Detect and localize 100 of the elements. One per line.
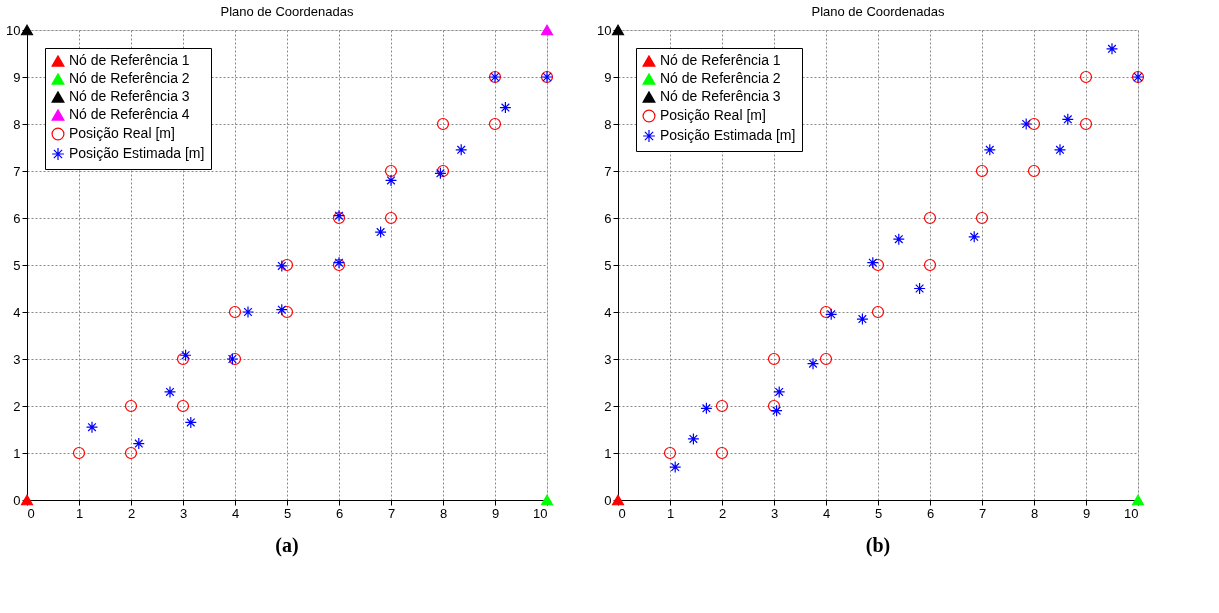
- y-tick-label: 8: [604, 116, 612, 132]
- chart-title: Plano de Coordenadas: [220, 3, 354, 19]
- point: [871, 305, 885, 319]
- legend-label: Nó de Referência 3: [69, 88, 190, 104]
- point: [968, 230, 981, 243]
- y-tick-label: 2: [13, 398, 21, 414]
- point: [770, 404, 783, 417]
- point: [455, 143, 468, 156]
- y-tick-label: 6: [604, 210, 612, 226]
- y-tick-label: 0: [604, 492, 612, 508]
- legend-label: Posição Real [m]: [69, 125, 175, 141]
- point: [611, 494, 625, 506]
- x-tick-label: 3: [770, 505, 779, 521]
- point: [488, 117, 502, 131]
- point: [184, 416, 197, 429]
- x-tick-label: 7: [387, 505, 396, 521]
- point: [892, 233, 905, 246]
- x-tick-label: 6: [926, 505, 935, 521]
- x-tick-label: 2: [127, 505, 136, 521]
- point: [176, 399, 190, 413]
- y-tick-label: 9: [13, 69, 21, 85]
- point: [85, 421, 99, 434]
- x-tick-label: 1: [75, 505, 84, 521]
- point: [687, 432, 700, 445]
- x-tick-label: 7: [978, 505, 987, 521]
- x-tick-label: 4: [822, 505, 831, 521]
- legend-label: Nó de Referência 1: [69, 52, 190, 68]
- point: [700, 402, 713, 415]
- text: (a): [275, 534, 299, 557]
- point: [384, 174, 398, 187]
- x-tick-label: 10: [533, 505, 548, 521]
- x-tick-label: 8: [439, 505, 448, 521]
- point: [825, 308, 838, 321]
- x-tick-label: 8: [1030, 505, 1039, 521]
- point: [384, 164, 398, 178]
- point: [975, 211, 989, 225]
- x-tick-label: 10: [1124, 505, 1139, 521]
- point: [124, 446, 138, 460]
- point: [20, 494, 34, 506]
- point: [1020, 117, 1033, 131]
- point: [179, 349, 192, 362]
- y-tick-label: 1: [13, 445, 21, 461]
- point: [1061, 113, 1074, 126]
- point: [975, 164, 989, 178]
- point: [384, 211, 398, 225]
- point: [1027, 164, 1041, 178]
- point: [499, 101, 512, 114]
- legend-label: Posição Estimada [m]: [660, 127, 796, 143]
- y-tick-label: 5: [13, 257, 21, 273]
- point: [228, 305, 242, 319]
- y-tick-label: 8: [13, 116, 21, 132]
- y-tick-label: 10: [597, 22, 612, 38]
- point: [132, 437, 145, 450]
- chart-title: Plano de Coordenadas: [811, 3, 945, 19]
- point: [163, 385, 177, 398]
- x-tick-label: 6: [335, 505, 344, 521]
- point: [436, 117, 450, 131]
- point: [715, 399, 729, 413]
- legend-label: Nó de Referência 1: [660, 52, 781, 68]
- y-tick-label: 7: [604, 163, 612, 179]
- x-tick-label: 0: [27, 505, 35, 521]
- point: [540, 494, 554, 506]
- y-tick-label: 4: [13, 304, 21, 320]
- y-tick-label: 0: [13, 492, 21, 508]
- x-tick-label: 5: [283, 505, 292, 521]
- point: [1079, 117, 1093, 131]
- point: [923, 211, 937, 225]
- x-tick-label: 3: [179, 505, 188, 521]
- point: [1053, 143, 1067, 156]
- text: (b): [865, 534, 891, 557]
- x-tick-label: 0: [618, 505, 626, 521]
- point: [275, 259, 288, 273]
- y-tick-label: 1: [604, 445, 612, 461]
- point: [983, 143, 996, 156]
- legend-label: Posição Real [m]: [660, 107, 766, 123]
- point: [124, 399, 138, 413]
- point: [856, 312, 869, 326]
- point: [773, 385, 786, 398]
- point: [1079, 70, 1093, 84]
- x-tick-label: 9: [1082, 505, 1091, 521]
- legend-label: Nó de Referência 2: [69, 70, 190, 86]
- point: [669, 461, 682, 474]
- x-tick-label: 2: [718, 505, 727, 521]
- y-tick-label: 6: [13, 210, 21, 226]
- point: [1105, 42, 1119, 55]
- point: [611, 24, 625, 36]
- y-tick-label: 4: [604, 304, 612, 320]
- legend-label: Nó de Referência 3: [660, 88, 781, 104]
- x-tick-label: 4: [231, 505, 240, 521]
- point: [663, 446, 677, 460]
- point: [1131, 494, 1145, 506]
- y-tick-label: 7: [13, 163, 21, 179]
- legend-label: Posição Estimada [m]: [69, 145, 205, 161]
- point: [715, 446, 729, 460]
- y-tick-label: 3: [604, 351, 612, 367]
- legend-label: Nó de Referência 2: [660, 70, 781, 86]
- point: [923, 258, 937, 272]
- point: [1027, 117, 1041, 131]
- point: [176, 352, 190, 366]
- point: [374, 226, 387, 239]
